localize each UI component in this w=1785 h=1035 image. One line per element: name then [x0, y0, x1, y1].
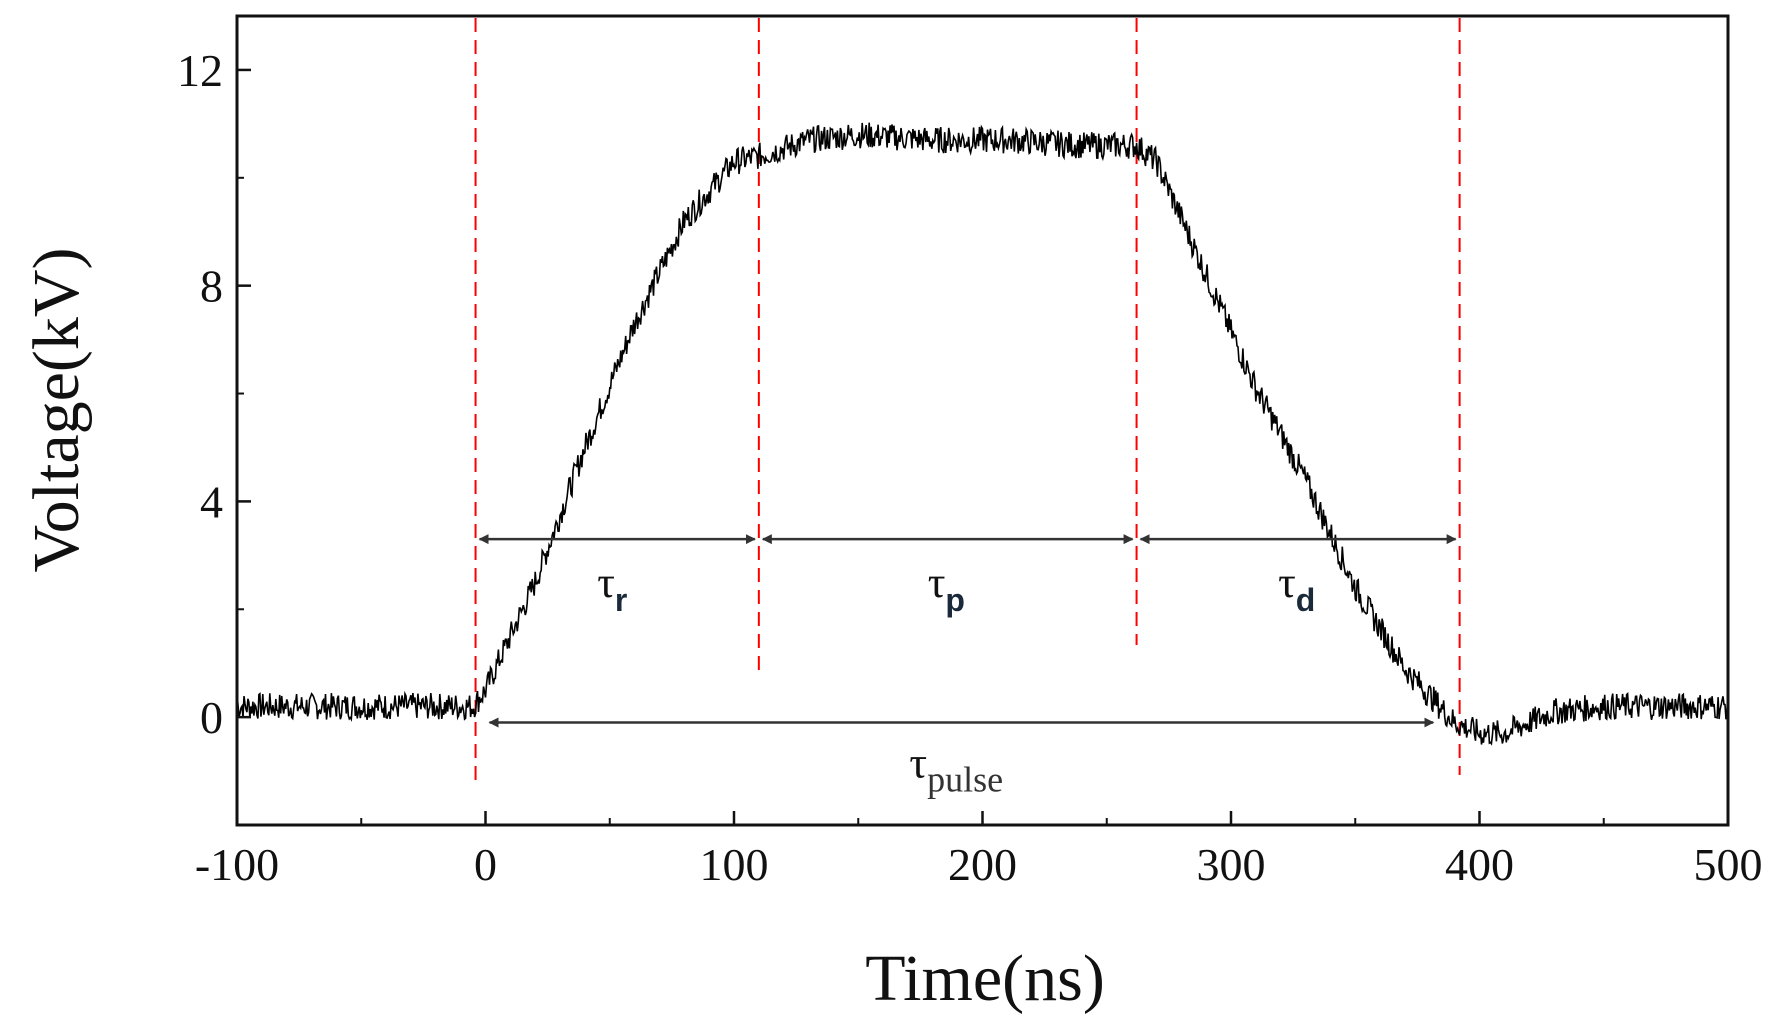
x-tick-label: 400 — [1445, 839, 1514, 890]
x-tick-label: 100 — [700, 839, 769, 890]
tau-subscript: p — [945, 582, 965, 618]
tau-subscript: r — [615, 582, 627, 618]
y-axis-title: Voltage(kV) — [20, 247, 93, 572]
x-tick-label: 300 — [1197, 839, 1266, 890]
axes: -100 0 100 200 300 400 500 0 4 8 12 — [177, 14, 1763, 890]
tau-subscript: d — [1296, 582, 1316, 618]
tau-symbol: τ — [1278, 558, 1296, 607]
tau-symbol: τ — [597, 558, 615, 607]
tau-symbol: τ — [909, 739, 927, 788]
y-tick-label: 4 — [200, 476, 223, 527]
voltage-trace — [236, 122, 1729, 746]
tau-label-d: τd — [1278, 558, 1315, 618]
y-tick-label: 8 — [200, 261, 223, 312]
y-tick-label: 12 — [177, 45, 223, 96]
x-tick-label: 500 — [1694, 839, 1763, 890]
y-tick-label: 0 — [200, 692, 223, 743]
x-tick-label: 0 — [474, 839, 497, 890]
tau-label-pulse: τpulse — [909, 739, 1003, 800]
tau-label-r: τr — [597, 558, 627, 618]
series-line — [236, 122, 1729, 746]
x-axis-title: Time(ns) — [865, 942, 1105, 1015]
marker-lines — [474, 18, 1461, 788]
x-tick-label: -100 — [195, 839, 279, 890]
tau-symbol: τ — [928, 558, 946, 607]
tau-label-p: τp — [928, 558, 965, 618]
x-tick-label: 200 — [948, 839, 1017, 890]
tau-subscript: pulse — [927, 760, 1003, 800]
